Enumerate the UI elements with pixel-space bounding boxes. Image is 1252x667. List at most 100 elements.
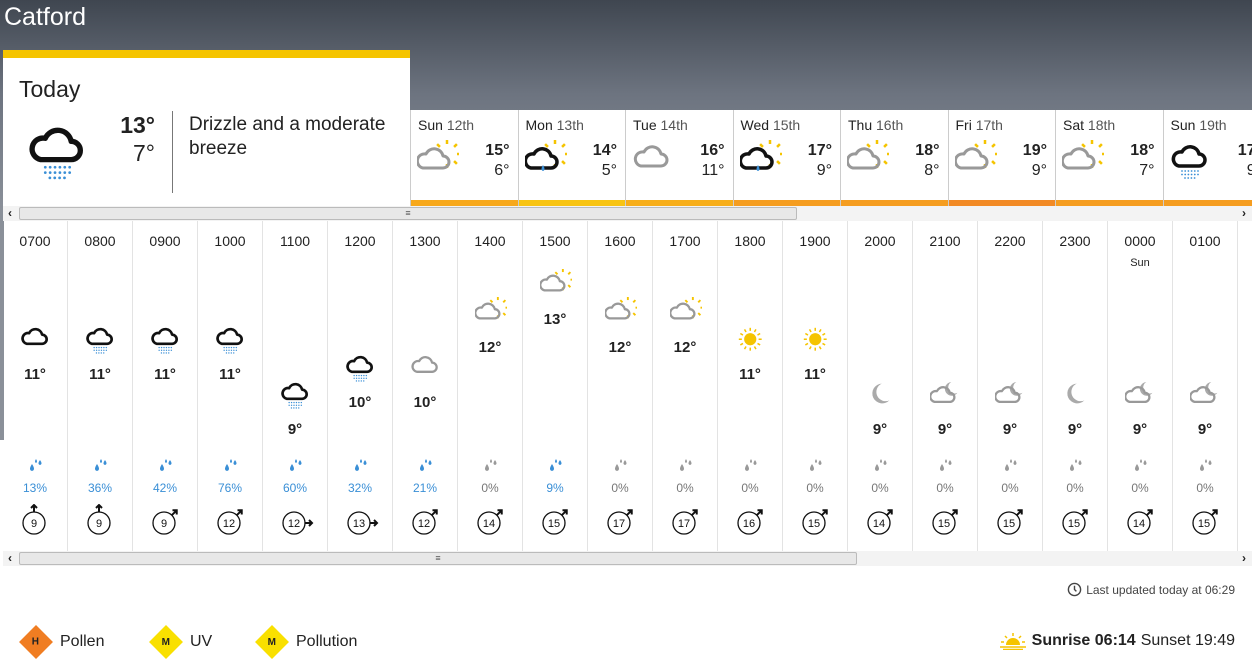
rain-chance: 0% <box>1196 481 1214 495</box>
raindrops-icon <box>92 458 110 479</box>
raindrops-icon <box>547 458 565 479</box>
svg-text:17: 17 <box>613 518 625 530</box>
hour-temperature: 12° <box>608 338 632 356</box>
day-card-sat-18th[interactable]: Sat 18th 18° 7° <box>1055 110 1163 206</box>
today-description: Drizzle and a moderate breeze <box>189 114 386 159</box>
wind-speed: 14 <box>1126 504 1160 543</box>
raindrops-icon <box>742 458 760 479</box>
hour-column-0100[interactable]: 0100 9° 0% 15 <box>1173 221 1238 551</box>
env-uv[interactable]: M UV <box>149 625 212 659</box>
svg-text:15: 15 <box>1068 518 1080 530</box>
hour-time: 0800 <box>84 233 116 249</box>
day-card-fri-17th[interactable]: Fri 17th 19° 9° <box>947 110 1055 206</box>
scroll-left-icon[interactable]: ‹ <box>8 206 12 220</box>
cloud-drizzle-icon <box>150 324 182 361</box>
hour-time: 2000 <box>864 233 896 249</box>
hour-column-1600[interactable]: 1600 12° 0% 17 <box>588 221 653 551</box>
raindrops-icon <box>1197 458 1215 479</box>
env-pollen[interactable]: H Pollen <box>19 625 104 659</box>
day-card-sun-19th[interactable]: Sun 19th 17° 9° <box>1162 110 1252 206</box>
day-name: Sun 12th <box>418 117 475 133</box>
hour-column-0000[interactable]: 0000 Sun 9° 0% 14 <box>1108 221 1173 551</box>
wind-speed: 12 <box>411 504 445 543</box>
hour-column-2000[interactable]: 2000 9° 0% 14 <box>848 221 913 551</box>
wind-speed: 15 <box>931 504 965 543</box>
day-name: Mon 13th <box>525 117 584 133</box>
day-name: Tue 14th <box>633 117 688 133</box>
hour-temperature: 9° <box>872 421 888 438</box>
cloud-icon <box>20 324 52 361</box>
cloud-grey-icon <box>632 140 674 187</box>
hour-temperature: 12° <box>673 338 697 356</box>
wind-speed: 12 <box>281 504 315 543</box>
sun-cloud-grey-icon <box>415 140 461 187</box>
wind-direction-icon <box>305 519 314 527</box>
temperature-bar <box>1163 200 1252 206</box>
hour-column-0900[interactable]: 0900 11° 42% 9 <box>133 221 198 551</box>
day-card-wed-15th[interactable]: Wed 15th 17° 9° <box>732 110 840 206</box>
raindrops-icon <box>807 458 825 479</box>
today-panel[interactable]: Today 13° 7° Drizzle and a moderate bree… <box>3 50 410 206</box>
hour-column-1500[interactable]: 1500 13° 9% 15 <box>523 221 588 551</box>
today-low: 7° <box>133 140 155 166</box>
hour-column-1000[interactable]: 1000 11° 76% 12 <box>198 221 263 551</box>
scroll-right-icon[interactable]: › <box>1242 206 1246 220</box>
hour-column-1900[interactable]: 1900 11° 0% 15 <box>783 221 848 551</box>
daily-scrollbar[interactable]: ‹ ≡ › <box>3 206 1252 221</box>
day-high: 18° <box>915 142 940 159</box>
sunrise-time: Sunrise 06:14 <box>1031 632 1136 649</box>
scroll-left-icon[interactable]: ‹ <box>8 551 12 565</box>
moon-cloud-icon <box>929 379 962 416</box>
wind-direction-icon <box>1146 509 1153 516</box>
wind-direction-icon <box>886 509 893 516</box>
day-card-mon-13th[interactable]: Mon 13th 14° 5° <box>517 110 625 206</box>
hour-column-0800[interactable]: 0800 11° 36% 9 <box>68 221 133 551</box>
hour-column-2200[interactable]: 2200 9° 0% 15 <box>978 221 1043 551</box>
hour-temperature: 9° <box>1197 421 1213 438</box>
hour-column-1300[interactable]: 1300 10° 21% 12 <box>393 221 458 551</box>
sunrise-sunset: Sunrise 06:14 Sunset 19:49 <box>999 632 1235 650</box>
moon-icon <box>865 379 897 416</box>
hour-temperature: 12° <box>478 338 502 356</box>
day-card-sun-12th[interactable]: Sun 12th 15° 6° <box>410 110 518 206</box>
hour-temperature: 9° <box>1132 421 1148 438</box>
wind-speed: 13 <box>346 504 380 543</box>
wind-direction-icon <box>691 509 698 516</box>
rain-chance: 0% <box>936 481 954 495</box>
hour-column-0700[interactable]: 0700 11° 13% 9 <box>3 221 68 551</box>
hour-column-1800[interactable]: 1800 11° 0% 16 <box>718 221 783 551</box>
hour-temperature: 9° <box>287 421 303 438</box>
hour-column-1400[interactable]: 1400 12° 0% 14 <box>458 221 523 551</box>
location-title: Catford <box>4 3 86 31</box>
hour-column-1200[interactable]: 1200 10° 32% 13 <box>328 221 393 551</box>
divider <box>172 111 173 193</box>
env-pollution[interactable]: M Pollution <box>255 625 357 659</box>
rain-chance: 9% <box>546 481 564 495</box>
wind-speed: 9 <box>21 503 55 543</box>
hour-temperature: 11° <box>154 366 176 383</box>
hour-temperature: 11° <box>89 366 111 383</box>
day-name: Wed 15th <box>740 117 801 133</box>
hour-temperature: 11° <box>219 366 241 383</box>
svg-text:13: 13 <box>353 518 365 530</box>
day-card-thu-16th[interactable]: Thu 16th 18° 8° <box>840 110 948 206</box>
hour-column-1700[interactable]: 1700 12° 0% 17 <box>653 221 718 551</box>
hour-column-2100[interactable]: 2100 9° 0% 15 <box>913 221 978 551</box>
scroll-thumb[interactable]: ≡ <box>19 207 797 220</box>
hourly-scrollbar[interactable]: ‹ ≡ › <box>3 551 1252 566</box>
rain-chance: 32% <box>347 481 373 495</box>
day-high: 18° <box>1130 142 1155 159</box>
raindrops-icon <box>612 458 630 479</box>
day-card-tue-14th[interactable]: Tue 14th 16° 11° <box>625 110 733 206</box>
scroll-thumb[interactable]: ≡ <box>19 552 857 565</box>
wind-speed: 17 <box>606 504 640 543</box>
wind-speed: 15 <box>541 504 575 543</box>
hour-column-1100[interactable]: 1100 9° 60% 12 <box>263 221 328 551</box>
scroll-right-icon[interactable]: › <box>1242 551 1246 565</box>
day-high: 17° <box>807 142 832 159</box>
wind-direction-icon <box>1016 509 1023 516</box>
today-label: Today <box>19 76 81 102</box>
hour-column-2300[interactable]: 2300 9° 0% 15 <box>1043 221 1108 551</box>
rain-chance: 0% <box>806 481 824 495</box>
temperature-bar <box>948 200 1055 206</box>
